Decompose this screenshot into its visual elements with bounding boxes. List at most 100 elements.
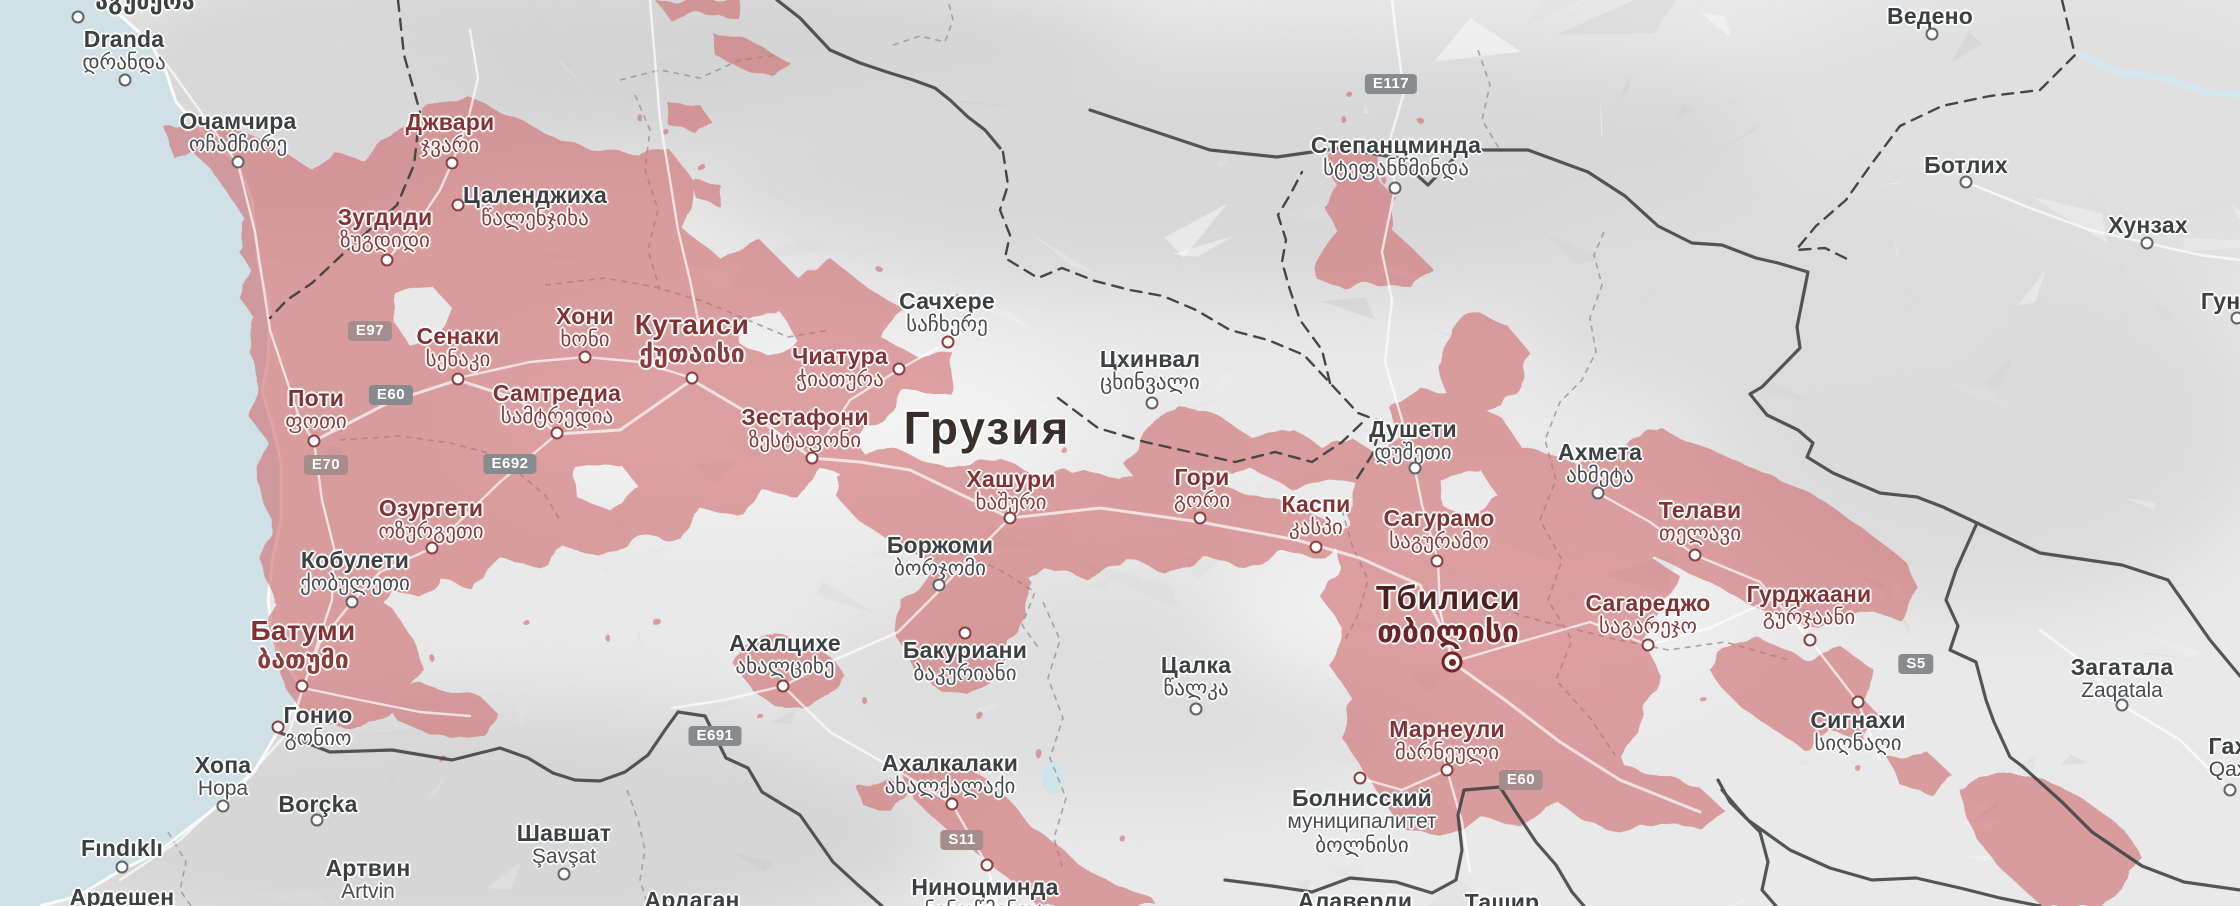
city-dot — [2115, 698, 2129, 712]
city-dot — [295, 679, 309, 693]
coverage-specks — [299, 92, 1861, 841]
city-alt-name: თელავი — [1658, 522, 1742, 546]
city-dot — [1003, 511, 1017, 525]
city-alt-name: თბილისი — [1377, 615, 1519, 649]
city-dot — [310, 813, 324, 827]
city-dot — [118, 73, 132, 87]
city-label[interactable]: Очамчира ოჩამჩირე — [180, 109, 297, 157]
city-name: Ботлих — [1924, 152, 2008, 178]
city-label[interactable]: Джвари ჯვარი — [406, 110, 495, 158]
city-label[interactable]: Степанцминда სტეფანწმინდა — [1311, 133, 1481, 181]
city-name: Телави — [1658, 497, 1742, 523]
city-label[interactable]: Шавшат Şavşat — [517, 821, 611, 869]
city-alt-name: ნინოწმინდა — [911, 900, 1058, 906]
city-alt-name: Artvin — [341, 880, 395, 904]
city-label[interactable]: Гурджаани გურჯაანი — [1747, 582, 1872, 630]
city-label[interactable]: Поти ფოთი — [285, 386, 347, 434]
city-label[interactable]: Ардаган — [644, 888, 739, 906]
city-label[interactable]: Ардешен — [70, 885, 175, 906]
city-label[interactable]: Озургети ოზურგეთი — [378, 496, 483, 544]
city-label[interactable]: ГахQax — [2209, 734, 2240, 782]
city-label[interactable]: Чиатура ჭიათურა — [792, 344, 888, 392]
city-label[interactable]: Кобулети ქობულეთი — [300, 548, 410, 596]
city-label[interactable]: Ботлих — [1924, 152, 2008, 178]
city-name: Зугдиди — [337, 204, 433, 230]
city-label[interactable]: Гуниб — [2201, 289, 2240, 314]
city-dot — [1189, 702, 1203, 716]
city-label[interactable]: Марнеули მარნეული — [1389, 717, 1505, 765]
city-name: Гонио — [283, 702, 353, 728]
road-badge: S5 — [1898, 654, 1934, 674]
city-label[interactable]: Borçka — [278, 792, 357, 817]
city-label[interactable]: Цаленджиха წალენჯიხა — [463, 183, 607, 231]
city-dot — [2230, 311, 2240, 325]
city-dot — [380, 253, 394, 267]
city-alt-name: საგარეჯო — [1599, 615, 1697, 639]
city-label[interactable]: Цхинвал ცხინვალი — [1100, 347, 1200, 395]
city-dot — [71, 10, 85, 24]
city-alt-name: ქობულეთი — [300, 572, 410, 596]
city-label[interactable]: აგუძერა — [95, 0, 195, 13]
city-label[interactable]: Сенаки სენაკი — [417, 324, 500, 372]
city-label[interactable]: Ахмета ახმეტა — [1558, 440, 1642, 488]
city-label[interactable]: Душети დუშეთი — [1369, 417, 1457, 465]
city-label[interactable]: Загатала Zaqatala — [2071, 655, 2174, 703]
city-label[interactable]: Ниноцминдаნინოწმინდა — [911, 875, 1058, 906]
city-alt-name: სტეფანწმინდა — [1323, 157, 1469, 181]
city-label[interactable]: Ведено — [1887, 4, 1973, 29]
city-label[interactable]: Dranda დრანდა — [82, 27, 165, 75]
city-label[interactable]: Ташир — [1465, 890, 1540, 906]
city-name: Боржоми — [886, 532, 994, 558]
city-label[interactable]: Сигнахи სიღნაღი — [1810, 708, 1905, 756]
city-label[interactable]: Артвин Artvin — [326, 856, 411, 904]
city-dot — [1959, 175, 1973, 189]
city-alt-name: Zaqatala — [2081, 679, 2163, 703]
city-label[interactable]: Гонио გონიო — [283, 703, 352, 751]
city-name: Ташир — [1464, 889, 1540, 906]
city-alt-name: ქუთაისი — [639, 339, 745, 368]
city-dot — [1803, 633, 1817, 647]
city-name: Гори — [1174, 464, 1230, 490]
city-alt-name: სიღნაღი — [1814, 732, 1902, 756]
city-label[interactable]: Хунзах — [2108, 213, 2188, 238]
country-label[interactable]: Грузия — [904, 404, 1071, 453]
city-label[interactable]: Батуми ბათუმი — [250, 616, 355, 673]
city-label[interactable]: Сачхере საჩხერე — [899, 289, 995, 337]
city-label[interactable]: Ахалцихе ახალციხე — [729, 631, 841, 679]
city-label[interactable]: Ахалкалаки ახალქალაქი — [882, 751, 1018, 799]
city-alt-name: გურჯაანი — [1762, 606, 1856, 630]
city-name: Каспи — [1281, 491, 1351, 517]
city-label[interactable]: Сагурамо საგურამო — [1384, 506, 1495, 554]
road-badge: E70 — [303, 455, 349, 475]
city-label[interactable]: Алаверди — [1298, 889, 1412, 906]
lake-paravani — [1041, 762, 1065, 794]
city-label[interactable]: Хони ხონი — [556, 304, 614, 352]
city-label[interactable]: Зугдиди ზუგდიდი — [338, 205, 433, 253]
city-label[interactable]: Хашури ხაშური — [966, 467, 1055, 515]
city-label[interactable]: Самтредиа სამტრედია — [493, 381, 621, 429]
city-label[interactable]: Гори გორი — [1174, 465, 1230, 513]
city-dot — [445, 156, 459, 170]
city-label[interactable]: Кутаиси ქუთაისი — [635, 310, 749, 367]
city-name: Озургети — [378, 495, 484, 521]
city-label[interactable]: Сагареджо საგარეჯო — [1585, 591, 1710, 639]
city-label[interactable]: Зестафони ზესტაფონი — [741, 405, 868, 453]
city-label[interactable]: Цалка წალკა — [1161, 653, 1231, 701]
city-alt-name: Şavşat — [531, 845, 597, 869]
road-badge: S11 — [940, 830, 984, 850]
city-label[interactable]: Бакуриани ბაკურიანი — [903, 638, 1027, 686]
city-label[interactable]: Тбилиси თბილისი — [1376, 580, 1520, 649]
city-dot — [1851, 695, 1865, 709]
city-name: Гурджаани — [1746, 581, 1872, 607]
city-dot — [776, 679, 790, 693]
city-alt-name: ბოლნისი — [1315, 833, 1409, 857]
city-label[interactable]: Каспи კასპი — [1282, 492, 1351, 540]
city-dot — [685, 371, 699, 385]
city-label[interactable]: Телави თელავი — [1659, 498, 1742, 546]
city-label[interactable]: Fındıklı — [81, 836, 163, 861]
city-label[interactable]: Болнисский муниципалитет ბოლნისი — [1287, 786, 1436, 857]
city-label[interactable]: Боржоми ბორჯომი — [887, 533, 993, 581]
city-label[interactable]: Хопа Нора — [195, 753, 252, 801]
city-alt-name: წალენჯიხა — [481, 207, 589, 231]
